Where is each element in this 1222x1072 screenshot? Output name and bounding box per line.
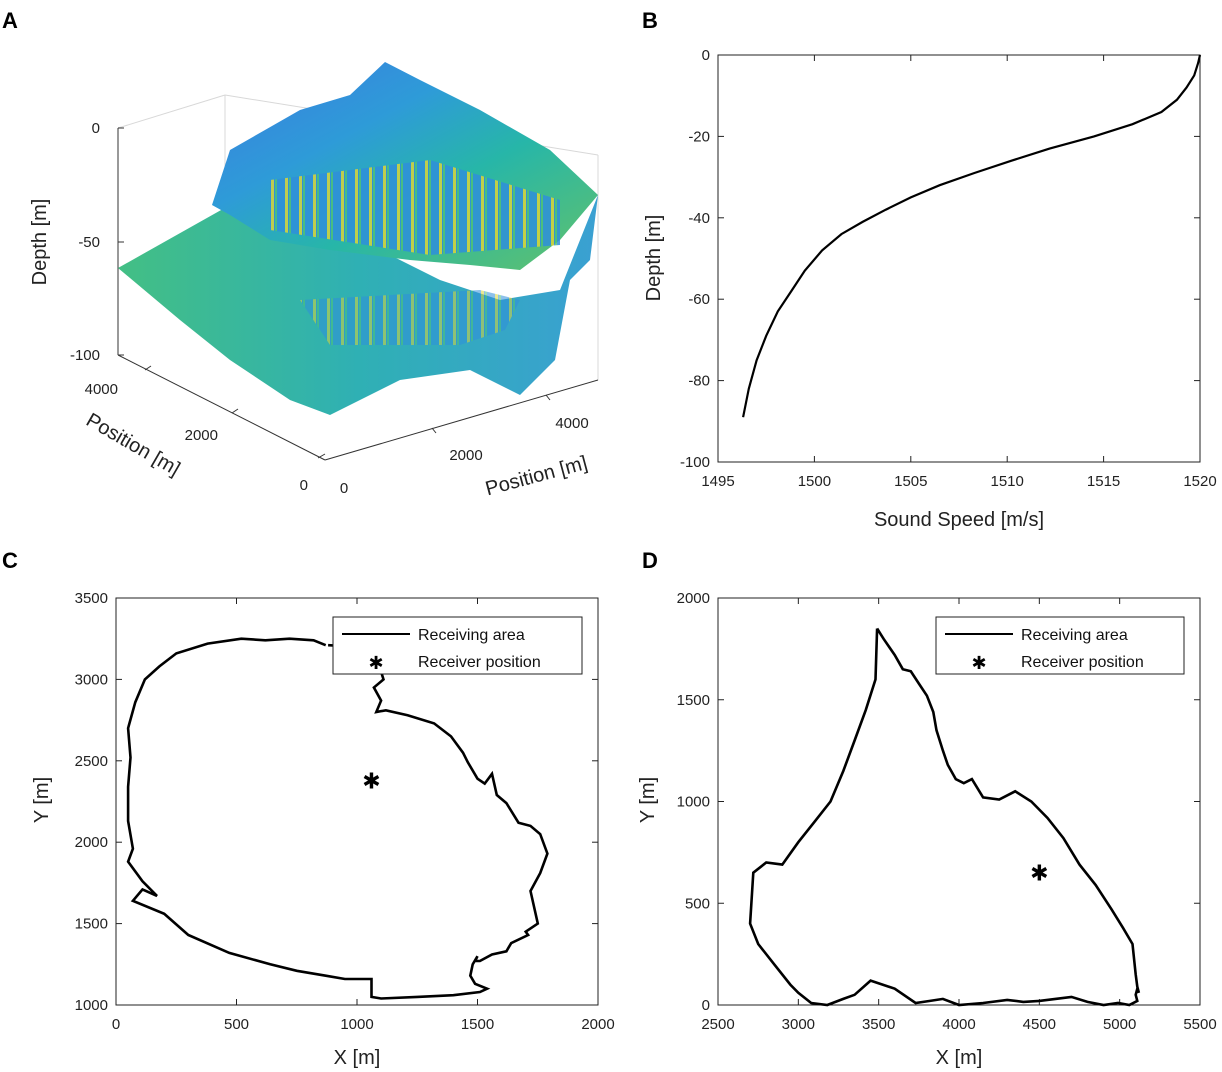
panel-a-z-tick: -100	[70, 347, 100, 364]
panelc-y-tick-label: 1500	[75, 916, 108, 933]
paneld-x-tick-label: 4000	[942, 1016, 975, 1033]
panelb-x-tick-label: 1500	[798, 473, 831, 490]
panel-c-label: C	[2, 548, 18, 573]
panelc-x-tick-label: 500	[224, 1016, 249, 1033]
paneld-x-tick-label: 5500	[1183, 1016, 1216, 1033]
panelc-y-tick-label: 3000	[75, 671, 108, 688]
panel-b-x-label: Sound Speed [m/s]	[874, 509, 1044, 531]
panel-a-y-tick: 2000	[449, 447, 482, 464]
panel-a-z-tick: 0	[92, 120, 100, 137]
panelc-y-tick-label: 1000	[75, 997, 108, 1014]
panelb-x-tick-label: 1510	[991, 473, 1024, 490]
panel-a-label: A	[2, 8, 18, 33]
panelc-x-tick-label: 0	[112, 1016, 120, 1033]
panel-d-receiver-marker: ✱	[1030, 862, 1048, 887]
paneld-x-tick-label: 2500	[701, 1016, 734, 1033]
panelb-y-tick-label: -100	[680, 454, 710, 471]
panel-c-legend-label: Receiver position	[418, 654, 541, 671]
paneld-x-tick-label: 5000	[1103, 1016, 1136, 1033]
panel-a-y-label: Position [m]	[483, 452, 590, 500]
panel-b-profile-line	[742, 54, 1202, 418]
panel-a-x-label: Position [m]	[82, 409, 183, 480]
panel-a-x-tick: 2000	[185, 427, 218, 444]
panelc-x-tick-label: 1500	[461, 1016, 494, 1033]
panel-c: C 0 500 1000 1500 2000 1000 1500 2000 2500 3000 35…	[2, 548, 615, 1069]
paneld-y-tick-label: 0	[702, 997, 710, 1014]
paneld-x-tick-label: 3500	[862, 1016, 895, 1033]
paneld-y-tick-label: 1500	[677, 692, 710, 709]
panelb-x-tick-label: 1520	[1183, 473, 1216, 490]
panel-b-y-label: Depth [m]	[643, 215, 665, 302]
paneld-x-tick-label: 3000	[782, 1016, 815, 1033]
panelb-y-tick-label: -80	[688, 373, 710, 390]
panelb-x-tick-label: 1495	[701, 473, 734, 490]
panelc-y-tick-label: 2000	[75, 834, 108, 851]
panel-b-label: B	[642, 8, 658, 33]
panel-c-receiver-marker: ✱	[362, 769, 380, 794]
panel-a-y-tick: 0	[340, 480, 348, 497]
panelb-x-tick-label: 1515	[1087, 473, 1120, 490]
panelb-x-tick-label: 1505	[894, 473, 927, 490]
panel-c-y-label: Y [m]	[31, 777, 53, 823]
paneld-y-tick-label: 2000	[677, 590, 710, 607]
panel-d: D 2500 3000 3500 4000 4500 5000 5500 0 500 1000 15…	[637, 548, 1217, 1069]
panelb-y-tick-label: -60	[688, 291, 710, 308]
paneld-x-tick-label: 4500	[1023, 1016, 1056, 1033]
panel-a-z-tick: -50	[78, 234, 100, 251]
panel-d-label: D	[642, 548, 658, 573]
panel-b-frame	[717, 54, 1201, 463]
panel-d-legend-marker-swatch: ✱	[971, 653, 986, 674]
paneld-y-tick-label: 500	[685, 895, 710, 912]
panel-c-legend-box	[332, 616, 583, 675]
panel-b: B 1495 1500 1505 1510 1515 1520 0 -20 -40 -60 -80 -…	[642, 8, 1217, 531]
panel-d-legend-label: Receiving area	[1021, 627, 1128, 644]
panel-c-legend-marker-swatch: ✱	[368, 653, 383, 674]
panelc-x-tick-label: 2000	[581, 1016, 614, 1033]
panelc-y-tick-label: 3500	[75, 590, 108, 607]
panel-a-y-tick: 4000	[555, 415, 588, 432]
panel-a-ticks	[118, 127, 551, 459]
paneld-y-tick-label: 1000	[677, 794, 710, 811]
panel-d-y-label: Y [m]	[637, 777, 659, 823]
panelb-y-tick-label: -40	[688, 210, 710, 227]
panelb-y-tick-label: 0	[702, 47, 710, 64]
panel-a-z-label: Depth [m]	[29, 199, 51, 286]
panel-c-receiving-area-line	[126, 637, 549, 1000]
panel-a-surface-cliff	[270, 160, 560, 255]
panelb-y-tick-label: -20	[688, 128, 710, 145]
panel-a-x-tick: 4000	[85, 381, 118, 398]
panel-a-surface-ridge	[300, 290, 520, 345]
panel-c-x-label: X [m]	[334, 1047, 381, 1069]
panel-d-receiving-area-line	[748, 627, 1141, 1007]
panel-a: A	[2, 8, 599, 500]
panel-a-x-tick: 0	[300, 477, 308, 494]
panel-c-legend: Receiving area ✱ Receiver position	[332, 616, 583, 675]
panel-d-legend: Receiving area ✱ Receiver position	[935, 616, 1185, 675]
panel-d-x-label: X [m]	[936, 1047, 983, 1069]
panel-c-legend-label: Receiving area	[418, 627, 525, 644]
panelc-y-tick-label: 2500	[75, 753, 108, 770]
panel-d-legend-box	[935, 616, 1185, 675]
panel-d-legend-label: Receiver position	[1021, 654, 1144, 671]
panelc-x-tick-label: 1000	[340, 1016, 373, 1033]
